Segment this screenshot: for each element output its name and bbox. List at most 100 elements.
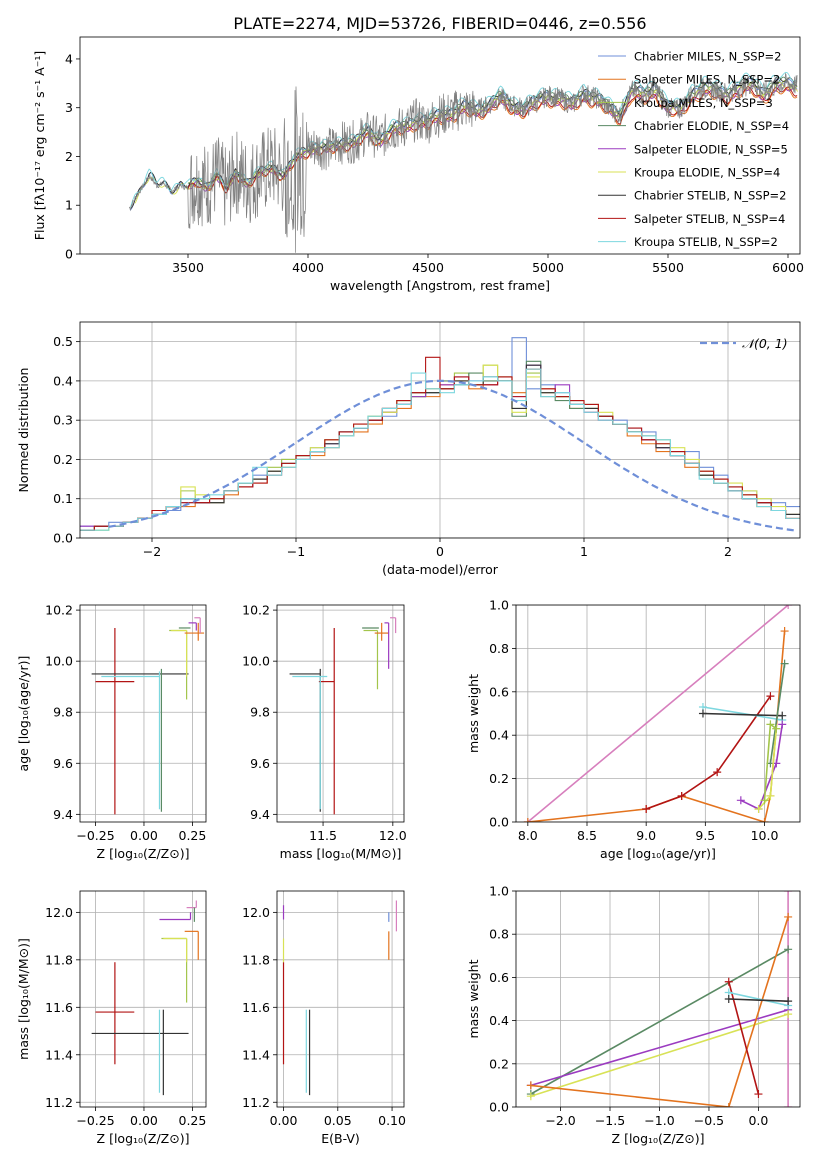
weight-marker-black: [784, 997, 793, 1006]
weight-line-green: [530, 948, 789, 1095]
y-tick-label: 10.2: [45, 603, 73, 618]
plot-area: [516, 605, 800, 822]
y-tick-label: 0.6: [489, 684, 509, 699]
weight-line-red: [645, 695, 772, 810]
y-tick-label: 11.8: [242, 952, 270, 967]
x-tick-label: −0.25: [76, 828, 114, 843]
x-axis-label: mass [log₁₀(M/M⊙)]: [280, 846, 402, 861]
gaussian-curve: [108, 379, 798, 532]
y-tick-label: 11.4: [242, 1047, 270, 1062]
y-tick-label: 9.6: [53, 756, 73, 771]
y-tick-label: 0.6: [489, 970, 509, 985]
y-tick-label: 10.0: [242, 654, 270, 669]
axes-frame: [79, 36, 801, 255]
legend-entry: Salpeter MILES, N_SSP=2: [634, 73, 780, 87]
x-tick-label: 0.00: [130, 1113, 158, 1128]
y-tick-label: 1.0: [489, 598, 509, 613]
x-axis-label: Z [log₁₀(Z/Z⊙)]: [97, 846, 190, 861]
y-tick-label: 9.6: [250, 756, 270, 771]
weight-marker-orange: [780, 627, 789, 636]
x-tick-label: 5000: [532, 260, 564, 275]
y-tick-label: 9.8: [250, 705, 270, 720]
y-tick-label: 11.2: [242, 1095, 270, 1110]
weight-line-orange: [527, 630, 786, 822]
axes-frame: [515, 890, 801, 1108]
y-tick-label: 12.0: [45, 905, 73, 920]
y-tick-label: 11.6: [242, 1000, 270, 1015]
y-tick-label: 9.4: [250, 807, 270, 822]
x-tick-label: 5500: [652, 260, 684, 275]
weight-marker-yellow: [784, 1010, 793, 1019]
y-tick-label: 11.8: [45, 952, 73, 967]
weight-marker-orange: [526, 1081, 535, 1090]
weight-line-red: [728, 981, 760, 1095]
x-tick-label: 10.0: [751, 828, 779, 843]
weight-marker-yellow: [526, 1092, 535, 1101]
axes-frame: [79, 604, 207, 823]
weight-line-black: [702, 712, 783, 717]
y-tick-label: 0.8: [489, 927, 509, 942]
x-tick-label: −0.25: [76, 1113, 114, 1128]
x-tick-label: 0.25: [179, 1113, 207, 1128]
plot-area: [128, 71, 798, 253]
x-axis-label: Z [log₁₀(Z/Z⊙)]: [97, 1131, 190, 1146]
panel-age_vs_Z: −0.25 0.00 0.25 9.4 9.6 9.8 10.0 10.2 Z [log₁₀(Z…: [16, 603, 207, 861]
panel-mass_vs_Z: −0.25 0.00 0.25 11.2 11.4 11.6 11.8 12.0 Z [log₁…: [16, 890, 207, 1146]
y-tick-label: 0.1: [53, 491, 73, 506]
y-tick-label: 0.0: [489, 1100, 509, 1115]
legend-entry: Kroupa ELODIE, N_SSP=4: [634, 166, 780, 180]
y-tick-label: 3: [65, 100, 73, 115]
axes-frame: [79, 890, 207, 1108]
weight-marker-red: [713, 768, 722, 777]
y-axis-label: age [log₁₀(age/yr)]: [16, 656, 31, 772]
x-tick-label: −1.0: [644, 1113, 674, 1128]
y-tick-label: 0.2: [489, 1056, 509, 1071]
plot-area: [277, 605, 404, 822]
weight-line-yellow: [530, 1013, 789, 1097]
x-tick-label: 9.5: [695, 828, 715, 843]
x-axis-label: wavelength [Angstrom, rest frame]: [330, 278, 550, 293]
y-tick-label: 10.0: [45, 654, 73, 669]
y-axis-label: Flux [fλ10⁻¹⁷ erg cm⁻² s⁻¹ A⁻¹]: [32, 51, 47, 240]
legend-entry: Salpeter ELODIE, N_SSP=5: [634, 142, 788, 156]
y-tick-label: 1: [65, 198, 73, 213]
x-tick-label: −2.0: [545, 1113, 575, 1128]
x-tick-label: 12.0: [379, 828, 407, 843]
x-tick-label: 0.10: [378, 1113, 406, 1128]
y-tick-label: 9.8: [53, 705, 73, 720]
axes-frame: [515, 604, 801, 823]
x-tick-label: 0.00: [130, 828, 158, 843]
weight-marker-pink: [784, 1103, 793, 1107]
y-tick-label: 2: [65, 149, 73, 164]
y-tick-label: 0.3: [53, 413, 73, 428]
weight-marker-yellow: [766, 791, 775, 800]
x-axis-label: Z [log₁₀(Z/Z⊙)]: [612, 1131, 705, 1146]
weight-marker-orange: [784, 912, 793, 921]
y-tick-label: 0.2: [489, 771, 509, 786]
y-axis-label: mass weight: [466, 674, 481, 753]
y-tick-label: 0.8: [489, 641, 509, 656]
data-spectrum-line: [128, 73, 798, 253]
x-tick-label: −0.5: [694, 1113, 724, 1128]
y-tick-label: 10.2: [242, 603, 270, 618]
x-tick-label: 0.25: [179, 828, 207, 843]
model-spectrum-line-orange: [187, 88, 798, 194]
legend-entry: Kroupa STELIB, N_SSP=2: [634, 235, 778, 249]
legend-entry: Salpeter STELIB, N_SSP=4: [634, 212, 785, 226]
panel-spectrum: 3500 4000 4500 5000 5500 6000 0 1 2 3 4 wavelength …: [32, 36, 804, 293]
x-tick-label: 3500: [172, 260, 204, 275]
y-axis-label: mass weight: [466, 959, 481, 1038]
y-axis-label: mass [log₁₀(M/M⊙)]: [16, 938, 31, 1060]
plot-area: [516, 891, 800, 1107]
weight-marker-purple: [736, 796, 745, 805]
weight-marker-red: [677, 791, 686, 800]
weight-marker-orange: [523, 818, 532, 822]
x-tick-label: −1: [287, 544, 305, 559]
weight-marker-red: [766, 692, 775, 701]
panel-mass_vs_ebv: 0.00 0.05 0.10 11.2 11.4 11.6 11.8 12.0 E(B-V): [242, 890, 406, 1146]
histogram-cyan: [80, 368, 800, 531]
weight-marker-orange: [724, 1103, 733, 1107]
weight-line-pink: [527, 605, 789, 822]
panel-massweight_vs_age: 8.0 8.5 9.0 9.5 10.0 0.0 0.2 0.4 0.6 0.8 1.0 age [l…: [466, 598, 801, 861]
